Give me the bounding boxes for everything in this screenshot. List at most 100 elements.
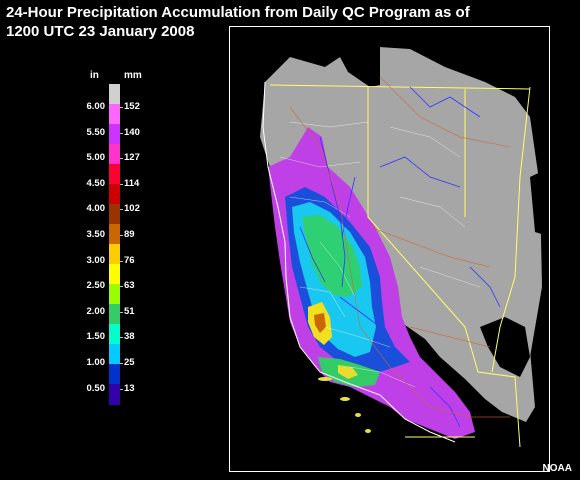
legend-tick <box>120 107 123 108</box>
river <box>299 226 326 283</box>
river <box>469 266 501 308</box>
legend-mm-label: 140 <box>124 126 140 138</box>
legend-color-segment <box>109 324 120 345</box>
ca-nv-border <box>367 87 479 373</box>
legend-inch-label: 1.00 <box>86 357 106 368</box>
road <box>409 326 491 348</box>
legend-tick <box>120 286 123 288</box>
chart-title: 24-Hour Precipitation Accumulation from … <box>6 3 476 41</box>
legend-mm-label: 25 <box>124 357 135 368</box>
road <box>379 76 511 148</box>
county-line <box>349 366 416 388</box>
island-1 <box>318 377 332 381</box>
legend-inch-label: 3.00 <box>86 254 106 266</box>
map-svg <box>230 27 549 471</box>
legend-color-segment <box>109 344 120 365</box>
legend-inch-label: 0.50 <box>86 382 106 394</box>
land-interior <box>380 47 542 357</box>
black-region-east <box>480 317 530 377</box>
legend-color-segment <box>109 164 120 185</box>
county-line <box>299 286 346 318</box>
county-line <box>319 241 356 298</box>
river <box>409 86 481 118</box>
state-boundaries <box>269 84 531 448</box>
legend-mm-label: 89 <box>124 229 135 240</box>
legend-color-segment <box>109 144 120 165</box>
legend-color-segment <box>109 264 120 285</box>
legend-tick <box>120 183 123 185</box>
precipitation-map <box>229 26 550 472</box>
precip-green <box>302 215 362 297</box>
legend-tick <box>120 235 123 236</box>
legend-mm-label: 13 <box>124 382 135 394</box>
legend-unit-millimeters: mm <box>124 70 142 81</box>
legend-inch-label: 5.00 <box>86 152 106 164</box>
legend-color-segment <box>109 244 120 265</box>
legend-mm-label: 127 <box>124 152 140 164</box>
rivers <box>299 86 501 428</box>
legend-mm-label: 76 <box>124 254 135 266</box>
county-line <box>279 156 361 168</box>
island-2 <box>340 397 350 401</box>
legend-color-segment <box>109 184 120 205</box>
county-line <box>289 196 351 218</box>
black-region-ne <box>530 167 549 237</box>
legend-inch-label: 6.00 <box>86 101 106 112</box>
county-line <box>389 126 461 158</box>
legend-color-segment <box>109 104 120 125</box>
legend-inch-label: 1.50 <box>86 331 106 343</box>
legend-inch-label: 5.50 <box>86 126 106 138</box>
island-4 <box>365 429 371 433</box>
legend-tick <box>120 209 123 211</box>
legend-tick <box>120 311 123 313</box>
legend-inch-label: 3.50 <box>86 229 106 240</box>
title-line-2: 1200 UTC 23 January 2008 <box>6 23 195 40</box>
legend-tick <box>120 132 123 134</box>
legend-unit-inches: in <box>90 70 99 81</box>
east-border <box>491 86 531 373</box>
road <box>369 226 491 268</box>
legend-mm-label: 38 <box>124 331 135 343</box>
legend-tick <box>120 158 123 160</box>
legend-color-segment <box>109 204 120 225</box>
river <box>379 156 461 188</box>
island-3 <box>355 413 361 417</box>
legend-mm-label: 152 <box>124 101 140 112</box>
legend-tick <box>120 388 123 390</box>
legend-color-segment <box>109 124 120 145</box>
county-boundaries <box>279 121 481 388</box>
legend-inch-label: 4.50 <box>86 177 106 189</box>
legend-mm-label: 114 <box>124 177 140 189</box>
legend-tick <box>120 337 123 339</box>
legend-mm-label: 51 <box>124 305 135 317</box>
road <box>289 106 431 408</box>
legend-inch-label: 2.50 <box>86 280 106 292</box>
legend-mm-label: 63 <box>124 280 135 292</box>
legend-inch-label: 2.00 <box>86 305 106 317</box>
river <box>319 136 346 288</box>
legend-tick <box>120 363 123 364</box>
title-line-1: 24-Hour Precipitation Accumulation from … <box>6 4 470 21</box>
legend-color-segment <box>109 224 120 245</box>
precip-orange <box>314 313 326 333</box>
legend-color-segment <box>109 364 120 385</box>
legend-tick <box>120 260 123 262</box>
county-line <box>419 266 481 288</box>
roads <box>289 76 511 418</box>
county-line <box>399 196 466 228</box>
precip-yellow-south <box>338 365 358 379</box>
legend-mm-label: 102 <box>124 203 140 215</box>
legend-inch-label: 4.00 <box>86 203 106 215</box>
county-line <box>324 326 391 348</box>
county-line <box>289 121 369 128</box>
state-border-north <box>269 84 531 90</box>
river <box>341 176 356 238</box>
credit-label: NOAA <box>542 463 572 474</box>
legend-color-segment <box>109 84 120 105</box>
legend-color-segment <box>109 284 120 305</box>
legend-color-segment <box>109 384 120 405</box>
road <box>429 406 510 418</box>
coastline <box>262 81 456 443</box>
az-border <box>477 371 521 448</box>
river <box>339 296 381 328</box>
